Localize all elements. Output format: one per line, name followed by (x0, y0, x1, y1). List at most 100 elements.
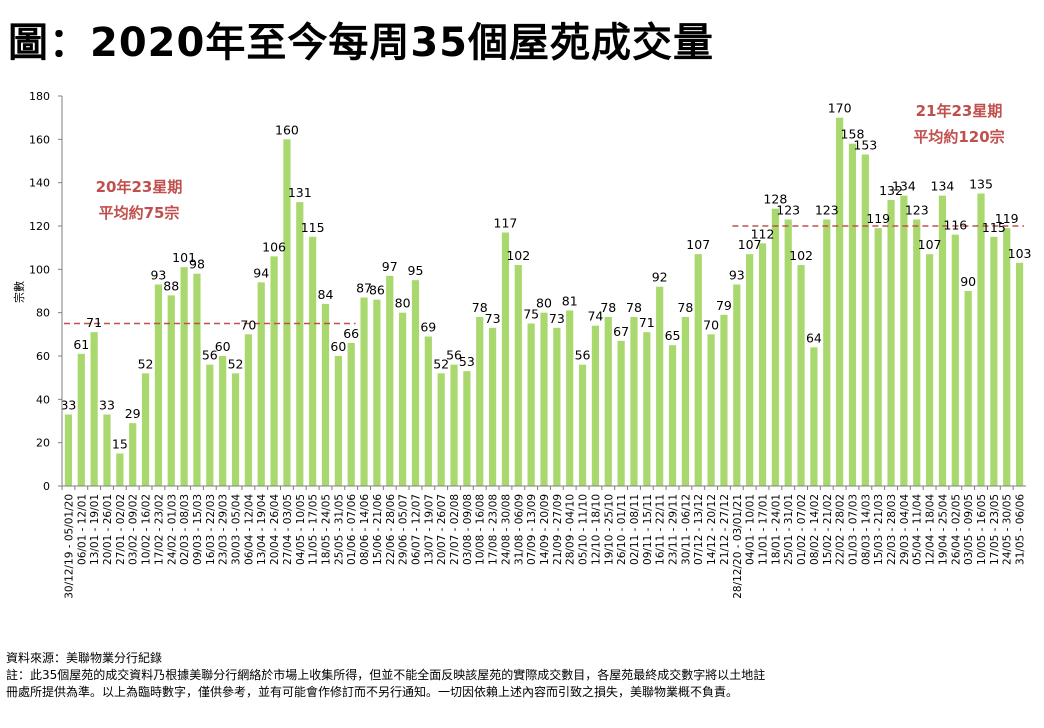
x-tick-label: 28/12/20 - 03/01/21 (732, 494, 744, 599)
x-tick-label: 06/07 - 12/07 (410, 494, 422, 565)
data-label: 52 (228, 356, 244, 371)
bar (142, 373, 149, 486)
x-tick-label: 23/11 - 29/11 (668, 494, 680, 565)
x-tick-label: 27/07 - 02/08 (449, 494, 461, 565)
data-label: 53 (459, 354, 475, 369)
data-label: 123 (905, 203, 929, 218)
x-tick-label: 07/09 - 13/09 (526, 494, 538, 565)
bar (245, 334, 252, 486)
avg-2020-label-line1: 20年23星期 (96, 178, 183, 196)
bar (348, 343, 355, 486)
x-tick-label: 20/01 - 26/01 (102, 494, 114, 565)
data-label: 106 (262, 239, 286, 254)
x-tick-label: 30/12/19 - 05/01/20 (63, 494, 75, 599)
bar (926, 254, 933, 486)
bar (232, 373, 239, 486)
data-label: 170 (828, 101, 852, 116)
data-label: 123 (776, 203, 800, 218)
data-label: 102 (789, 248, 813, 263)
data-label: 70 (703, 317, 719, 332)
bar (219, 356, 226, 486)
x-tick-label: 17/05 - 23/05 (989, 494, 1001, 565)
x-tick-label: 22/02 - 28/02 (835, 494, 847, 565)
bar (116, 454, 123, 487)
bar (579, 365, 586, 486)
data-label: 134 (931, 179, 955, 194)
x-tick-label: 10/05 - 16/05 (976, 494, 988, 565)
bar (682, 317, 689, 486)
data-label: 78 (600, 300, 616, 315)
bar (630, 317, 637, 486)
bar (810, 347, 817, 486)
bar (181, 267, 188, 486)
bar (309, 237, 316, 486)
bar (155, 285, 162, 487)
x-tick-label: 03/05 - 09/05 (963, 494, 975, 565)
x-tick-label: 03/08 - 09/08 (462, 494, 474, 565)
data-label: 81 (562, 294, 578, 309)
x-tick-label: 04/05 - 10/05 (295, 494, 307, 565)
bar (463, 371, 470, 486)
data-label: 66 (343, 326, 359, 341)
x-tick-label: 13/07 - 19/07 (423, 494, 435, 565)
bar (797, 265, 804, 486)
data-label: 153 (853, 138, 877, 153)
bar (1003, 228, 1010, 486)
bar (322, 304, 329, 486)
data-label: 84 (318, 287, 334, 302)
bar (566, 311, 573, 487)
x-tick-label: 17/02 - 23/02 (153, 494, 165, 565)
data-label: 119 (866, 211, 890, 226)
bar (618, 341, 625, 486)
data-label: 65 (665, 328, 681, 343)
x-tick-label: 30/11 - 06/12 (680, 494, 692, 565)
x-tick-label: 24/02 - 01/03 (166, 494, 178, 565)
data-label: 123 (815, 203, 839, 218)
bar (759, 243, 766, 486)
avg-2020-label-line2: 平均約75宗 (99, 204, 180, 222)
data-label: 70 (240, 317, 256, 332)
bar (296, 202, 303, 486)
x-tick-label: 02/03 - 08/03 (179, 494, 191, 565)
x-tick-label: 22/03 - 28/03 (886, 494, 898, 565)
bar (605, 317, 612, 486)
bar (977, 194, 984, 487)
x-tick-label: 09/03 - 15/03 (192, 494, 204, 565)
data-label: 117 (494, 216, 518, 231)
bar (528, 324, 535, 487)
data-label: 92 (652, 270, 668, 285)
data-label: 116 (943, 218, 967, 233)
bar (399, 313, 406, 486)
bar (270, 256, 277, 486)
source-note: 資料來源：美聯物業分行紀錄 (6, 650, 765, 667)
data-label: 64 (806, 330, 822, 345)
data-label: 78 (626, 300, 642, 315)
x-tick-label: 11/01 - 17/01 (758, 494, 770, 565)
x-tick-label: 29/03 - 04/04 (899, 494, 911, 565)
bar (476, 317, 483, 486)
data-label: 160 (275, 122, 299, 137)
bar (412, 280, 419, 486)
bar (515, 265, 522, 486)
data-label: 79 (716, 298, 732, 313)
bar (373, 300, 380, 486)
x-tick-label: 15/06 - 21/06 (372, 494, 384, 565)
x-tick-label: 19/04 - 25/04 (937, 494, 949, 565)
bar (733, 285, 740, 487)
bar (913, 220, 920, 487)
x-tick-label: 08/02 - 14/02 (809, 494, 821, 565)
bar (425, 337, 432, 487)
data-label: 134 (892, 179, 916, 194)
x-tick-label: 01/06 - 07/06 (346, 494, 358, 565)
data-label: 107 (686, 237, 710, 252)
bar (875, 228, 882, 486)
x-tick-label: 08/06 - 14/06 (359, 494, 371, 565)
x-tick-label: 13/04 - 19/04 (256, 494, 268, 565)
data-label: 107 (918, 237, 942, 252)
data-label: 93 (729, 268, 745, 283)
y-tick-label: 80 (36, 307, 50, 320)
x-tick-label: 10/08 - 16/08 (475, 494, 487, 565)
bar (206, 365, 213, 486)
bar (65, 415, 72, 487)
x-tick-label: 22/06 - 28/06 (385, 494, 397, 565)
